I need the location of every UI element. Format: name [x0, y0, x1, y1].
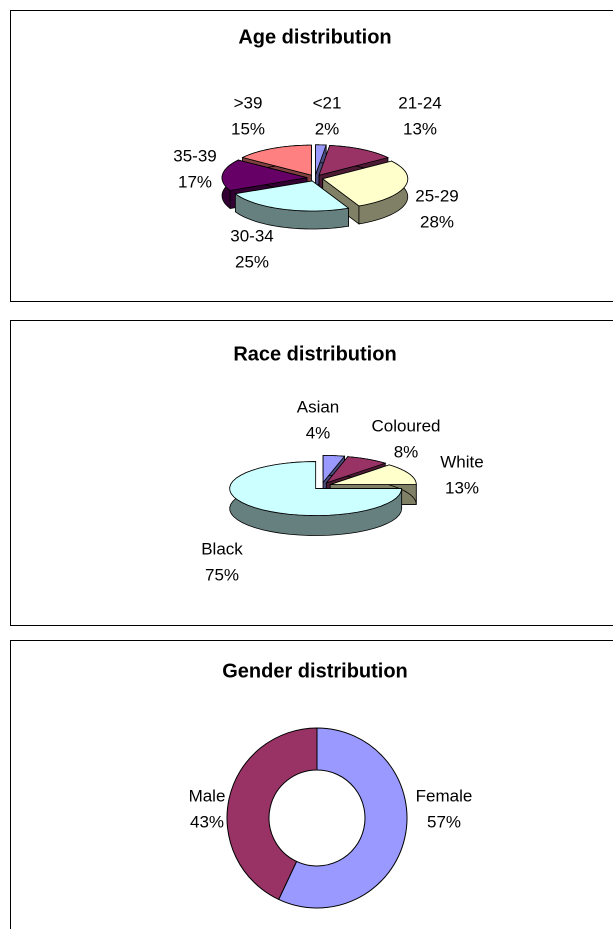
- data-label-name: <21: [313, 93, 342, 112]
- data-label-name: Male: [189, 786, 226, 805]
- data-label-value: 13%: [445, 478, 479, 497]
- data-label-name: 35-39: [173, 146, 216, 165]
- data-label-value: 17%: [178, 172, 212, 191]
- data-label-value: 25%: [235, 252, 269, 271]
- data-label-name: Female: [416, 786, 473, 805]
- chart-title: Age distribution: [238, 26, 391, 48]
- data-label-value: 8%: [394, 442, 419, 461]
- data-label-name: 25-29: [415, 186, 458, 205]
- data-label-value: 15%: [231, 119, 265, 138]
- data-label-value: 43%: [190, 812, 224, 831]
- data-label-value: 28%: [420, 212, 454, 231]
- data-label-name: Coloured: [372, 416, 441, 435]
- chart-title: Gender distribution: [222, 660, 408, 682]
- chart-title: Race distribution: [233, 343, 396, 365]
- data-label-value: 4%: [306, 423, 331, 442]
- data-label-value: 57%: [427, 812, 461, 831]
- data-label-value: 2%: [315, 119, 340, 138]
- data-label-name: Asian: [297, 397, 340, 416]
- data-label-name: 21-24: [398, 93, 441, 112]
- data-label-name: Black: [201, 539, 243, 558]
- data-label-name: >39: [234, 93, 263, 112]
- data-label-name: 30-34: [230, 226, 273, 245]
- data-label-name: White: [440, 452, 483, 471]
- data-label-value: 13%: [403, 119, 437, 138]
- data-label-value: 75%: [205, 565, 239, 584]
